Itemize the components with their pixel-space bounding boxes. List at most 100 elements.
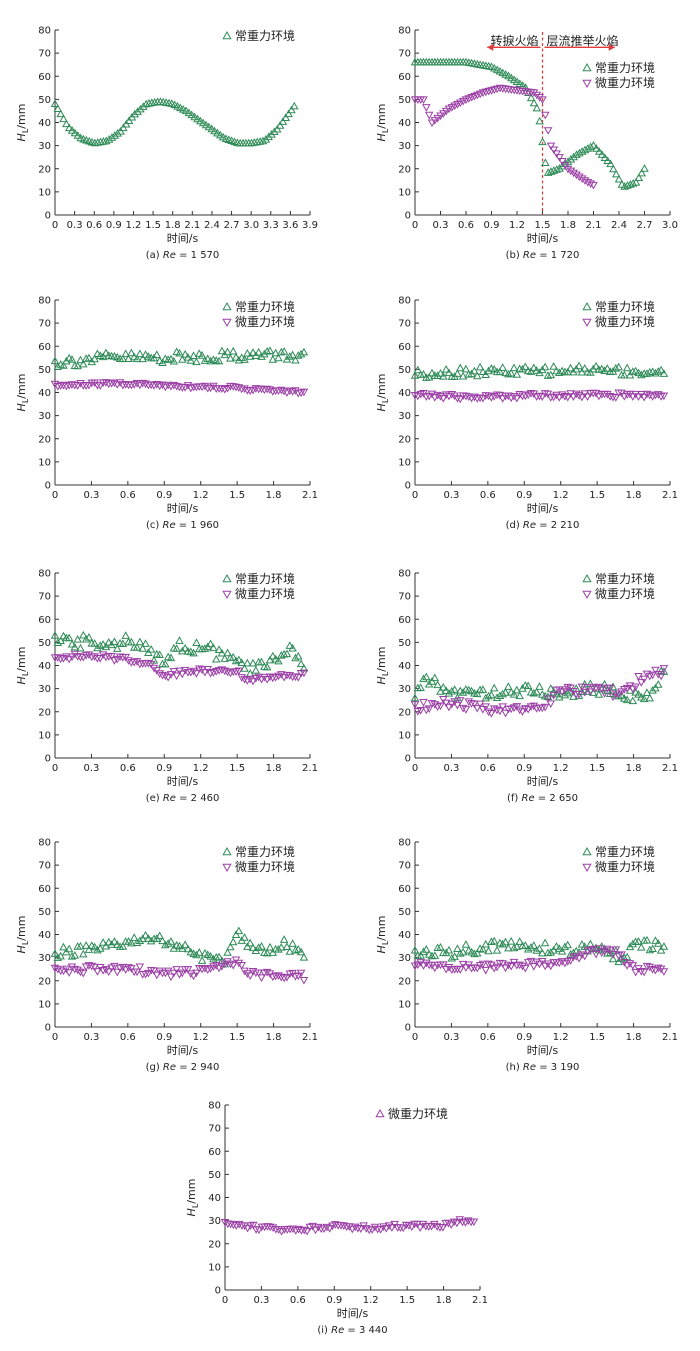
data-point: [101, 941, 111, 950]
data-point: [444, 945, 454, 954]
data-point: [489, 364, 499, 373]
data-point: [560, 942, 570, 951]
y-tick-label: 60: [208, 1147, 221, 1158]
data-point: [257, 657, 266, 666]
data-point: [501, 964, 510, 973]
data-point: [498, 689, 507, 698]
data-point: [136, 104, 145, 113]
y-axis-subscript: L: [21, 398, 30, 403]
data-point: [211, 654, 221, 663]
data-point: [625, 370, 635, 379]
data-point: [240, 1222, 250, 1231]
data-point: [209, 643, 218, 652]
data-point: [529, 702, 539, 711]
data-point: [76, 380, 85, 388]
data-point: [640, 164, 649, 172]
legend-entry: 微重力环境: [388, 1106, 448, 1121]
caption-variable: Re: [163, 793, 176, 804]
data-point: [261, 134, 271, 143]
chart-panel-e: 0 10 20 30 40 50 60 70 80 0 0.3 0.6 0.9 1.2 1.5 1.8 2.1 时…: [15, 569, 318, 805]
x-tick-label: 1.2: [126, 220, 142, 231]
y-axis-title: HL/mm: [375, 374, 390, 412]
data-point: [107, 133, 117, 141]
data-point: [532, 687, 541, 696]
data-point: [642, 390, 652, 399]
y-tick-label: 50: [398, 95, 411, 106]
data-point: [132, 938, 142, 946]
x-tick-label: 0: [222, 1295, 228, 1306]
x-axis-title: 时间/s: [167, 775, 199, 788]
triangle-down-icon: [582, 318, 592, 328]
data-point: [419, 962, 428, 970]
y-tick-label: 60: [38, 342, 51, 353]
data-point: [554, 686, 564, 694]
data-point: [577, 951, 587, 959]
data-point: [410, 693, 420, 702]
data-point: [603, 156, 612, 165]
data-point: [277, 973, 286, 982]
data-point: [59, 381, 68, 390]
data-point: [566, 154, 576, 163]
data-point: [492, 693, 502, 702]
y-tick-label: 20: [398, 976, 411, 987]
caption-variable: Re: [523, 520, 536, 531]
data-point: [228, 961, 238, 970]
data-point: [472, 948, 482, 957]
data-point: [529, 89, 539, 98]
x-tick-label: 1.8: [266, 490, 282, 501]
data-point: [180, 666, 190, 675]
data-point: [90, 639, 99, 647]
data-point: [254, 347, 263, 356]
legend-entry: 常重力环境: [235, 28, 295, 43]
data-point: [606, 159, 615, 168]
y-tick-label: 60: [398, 342, 411, 353]
y-tick-label: 70: [398, 592, 411, 603]
series-normal-gravity: [50, 926, 309, 968]
data-point: [469, 1218, 479, 1227]
x-tick-label: 1.8: [266, 1032, 282, 1043]
data-point: [118, 354, 128, 363]
data-point: [206, 639, 215, 648]
data-point: [506, 936, 516, 945]
data-point: [110, 937, 119, 945]
data-point: [444, 368, 454, 377]
panel-caption: (e) Re = 2 460: [146, 793, 220, 804]
x-tick-label: 1.2: [553, 763, 569, 774]
data-point: [639, 694, 649, 703]
data-point: [501, 937, 510, 946]
data-point: [648, 944, 657, 953]
data-point: [200, 356, 210, 364]
data-point: [558, 158, 567, 166]
x-tick-label: 0.9: [156, 490, 172, 501]
data-point: [240, 664, 249, 672]
data-point: [277, 650, 286, 659]
legend-entry: 微重力环境: [595, 859, 655, 874]
data-point: [588, 945, 598, 954]
data-point: [166, 937, 176, 945]
data-point: [439, 110, 448, 118]
data-point: [255, 137, 265, 145]
y-tick-label: 70: [208, 1124, 221, 1135]
data-point: [526, 93, 536, 102]
data-point: [529, 963, 539, 971]
data-point: [121, 631, 130, 639]
data-point: [634, 937, 643, 945]
data-point: [594, 365, 604, 373]
data-point: [243, 658, 252, 667]
data-point: [526, 367, 536, 375]
data-point: [410, 945, 420, 954]
data-point: [345, 1223, 354, 1231]
data-point: [478, 706, 488, 714]
y-tick-label: 80: [398, 26, 411, 37]
data-point: [625, 960, 635, 968]
data-point: [563, 165, 573, 174]
data-point: [611, 394, 621, 402]
data-point: [470, 366, 479, 375]
x-tick-label: 0.3: [443, 763, 459, 774]
y-axis-title: HL/mm: [375, 104, 390, 142]
data-point: [178, 670, 187, 679]
data-point: [98, 651, 108, 660]
data-point: [535, 116, 544, 125]
data-point: [223, 948, 232, 956]
y-tick-label: 70: [38, 592, 51, 603]
